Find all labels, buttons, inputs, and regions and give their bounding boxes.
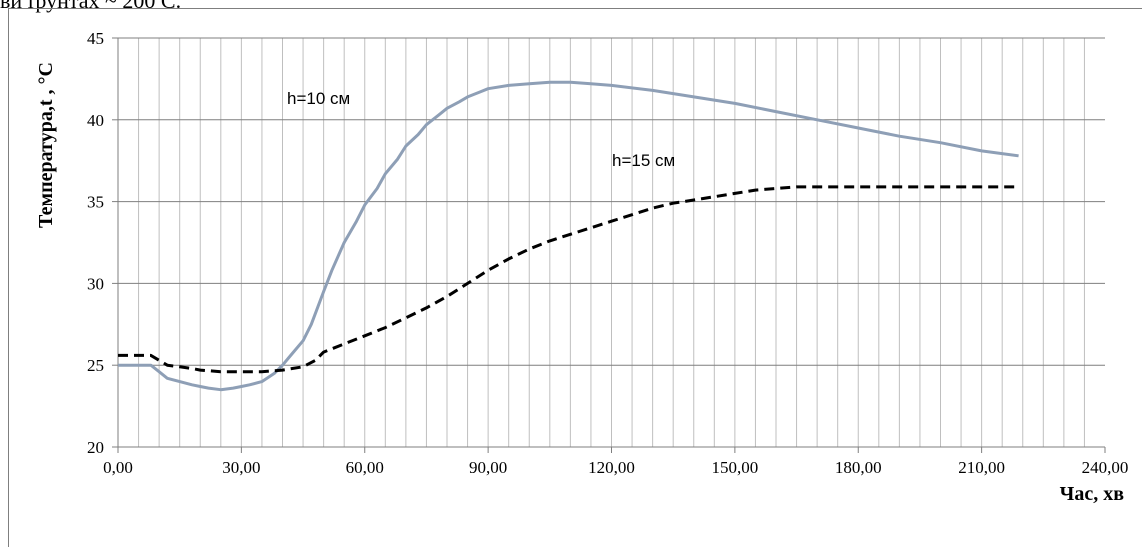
y-tick-label: 30 <box>87 274 104 293</box>
series-line-h10 <box>118 80 1019 392</box>
x-tick-label: 150,00 <box>712 458 759 477</box>
y-tick-label: 20 <box>87 438 104 457</box>
series-line-h15 <box>118 185 1019 374</box>
y-tick-label: 25 <box>87 356 104 375</box>
x-tick-label: 60,00 <box>346 458 384 477</box>
x-axis-title: Час, хв <box>1060 483 1125 505</box>
x-tick-label: 210,00 <box>958 458 1005 477</box>
y-tick-label: 45 <box>87 29 104 48</box>
x-tick-label: 120,00 <box>588 458 635 477</box>
annotation-h15: h=15 см <box>612 151 675 170</box>
y-tick-label: 35 <box>87 193 104 212</box>
tick-labels: 20 25 30 35 40 45 0,00 30,00 60,00 90,00 120,00 150… <box>87 29 1128 477</box>
series-layer <box>118 80 1019 392</box>
x-tick-label: 0,00 <box>103 458 133 477</box>
chart-grid <box>118 37 1105 447</box>
x-tick-label: 180,00 <box>835 458 882 477</box>
y-tick-label: 40 <box>87 111 104 130</box>
x-tick-label: 30,00 <box>222 458 260 477</box>
chart-frame <box>8 8 1142 547</box>
annotation-h10: h=10 см <box>287 89 350 108</box>
chart-axes <box>112 37 1106 453</box>
page-text-fragment: ви ґрунтах ~ 200 С. <box>0 0 182 13</box>
y-axis-title: Температура,t , °C <box>35 62 57 228</box>
x-tick-label: 90,00 <box>469 458 507 477</box>
x-tick-label: 240,00 <box>1082 458 1129 477</box>
